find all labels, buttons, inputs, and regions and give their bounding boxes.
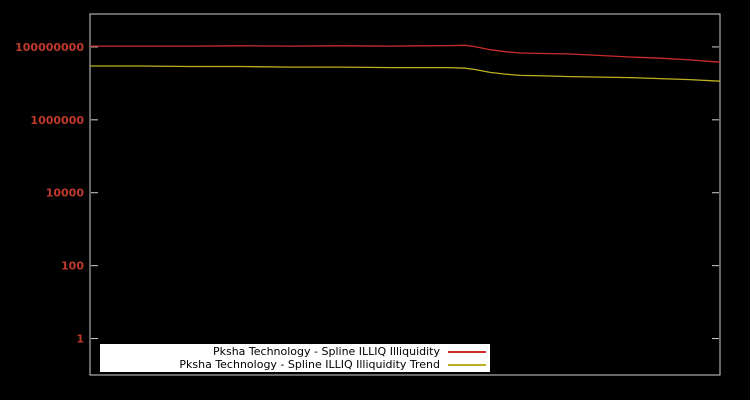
series-line-trend — [90, 65, 721, 82]
legend-swatch-illiquidity-line — [448, 350, 486, 353]
y-tick-label: 100000000 — [15, 41, 84, 54]
legend-label-trend: Pksha Technology - Spline ILLIQ Illiquid… — [179, 358, 440, 371]
y-tick-label: 10000 — [46, 187, 85, 200]
series-line-illiquidity — [90, 44, 721, 63]
legend-item-illiquidity: Pksha Technology - Spline ILLIQ Illiquid… — [104, 345, 486, 358]
legend-swatch-trend-line — [448, 363, 486, 366]
y-tick-label: 1 — [76, 333, 84, 346]
chart-legend: Pksha Technology - Spline ILLIQ Illiquid… — [100, 344, 490, 372]
legend-label-illiquidity: Pksha Technology - Spline ILLIQ Illiquid… — [212, 345, 440, 358]
legend-item-trend: Pksha Technology - Spline ILLIQ Illiquid… — [104, 358, 486, 371]
y-tick-label: 1000000 — [30, 114, 84, 127]
plot-border — [89, 13, 721, 376]
y-tick-label: 100 — [61, 260, 84, 273]
